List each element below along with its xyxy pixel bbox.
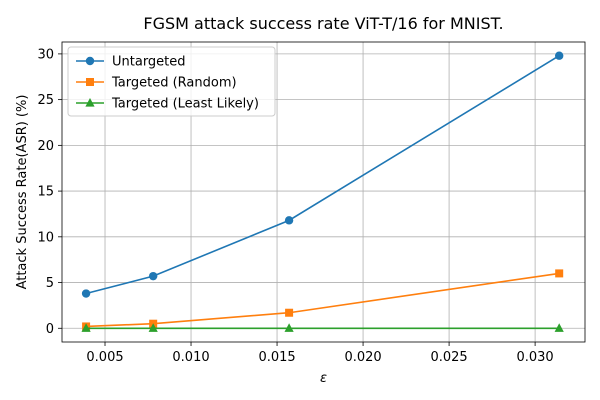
x-tick-label: 0.030 xyxy=(516,350,553,365)
y-tick-label: 20 xyxy=(37,139,54,154)
legend-marker xyxy=(86,78,94,86)
x-tick-label: 0.005 xyxy=(86,350,123,365)
data-point xyxy=(81,289,91,298)
plot-frame xyxy=(61,41,586,343)
x-tick-label: 0.010 xyxy=(172,350,209,365)
data-point xyxy=(148,323,158,332)
y-tick-label: 0 xyxy=(46,322,54,337)
series-0 xyxy=(81,51,564,298)
legend-label: Untargeted xyxy=(112,55,186,70)
legend-box xyxy=(67,46,276,117)
legend: Untargeted Targeted (Random) Targeted (Lea… xyxy=(67,46,276,117)
data-point xyxy=(148,271,158,281)
legend-item: Targeted (Least Likely) xyxy=(76,97,259,112)
x-axis-title: ε xyxy=(320,371,327,386)
y-tick-label: 5 xyxy=(46,276,54,291)
y-axis-title: Attack Success Rate(ASR) (%) xyxy=(15,95,30,290)
x-tick-label: 0.025 xyxy=(430,350,467,365)
y-tick-label: 10 xyxy=(37,230,54,245)
x-tick-label: 0.020 xyxy=(344,350,381,365)
data-point xyxy=(284,216,294,225)
data-point xyxy=(81,323,91,332)
axis-ticks: 0.005 0.010 0.015 0.020 0.025 0.030 0 5 10 15 20 25… xyxy=(37,47,553,365)
plot-series xyxy=(81,51,564,332)
legend-item: Untargeted xyxy=(76,55,186,70)
legend-marker xyxy=(85,56,95,66)
series-2 xyxy=(81,323,564,332)
legend-marker xyxy=(85,98,95,107)
y-tick-label: 25 xyxy=(37,93,54,108)
y-tick-label: 30 xyxy=(37,47,54,62)
legend-item: Targeted (Random) xyxy=(76,76,237,91)
y-tick-label: 15 xyxy=(37,185,54,200)
data-point xyxy=(285,308,294,317)
x-tick-label: 0.015 xyxy=(258,350,295,365)
legend-label: Targeted (Random) xyxy=(111,76,237,91)
series-line xyxy=(86,272,560,328)
data-point xyxy=(555,269,564,278)
chart-title: FGSM attack success rate ViT-T/16 for MN… xyxy=(143,14,503,33)
series-line xyxy=(85,55,560,295)
data-point xyxy=(284,323,294,332)
data-point xyxy=(554,323,564,332)
data-point xyxy=(554,51,564,60)
legend-label: Targeted (Least Likely) xyxy=(111,97,259,112)
